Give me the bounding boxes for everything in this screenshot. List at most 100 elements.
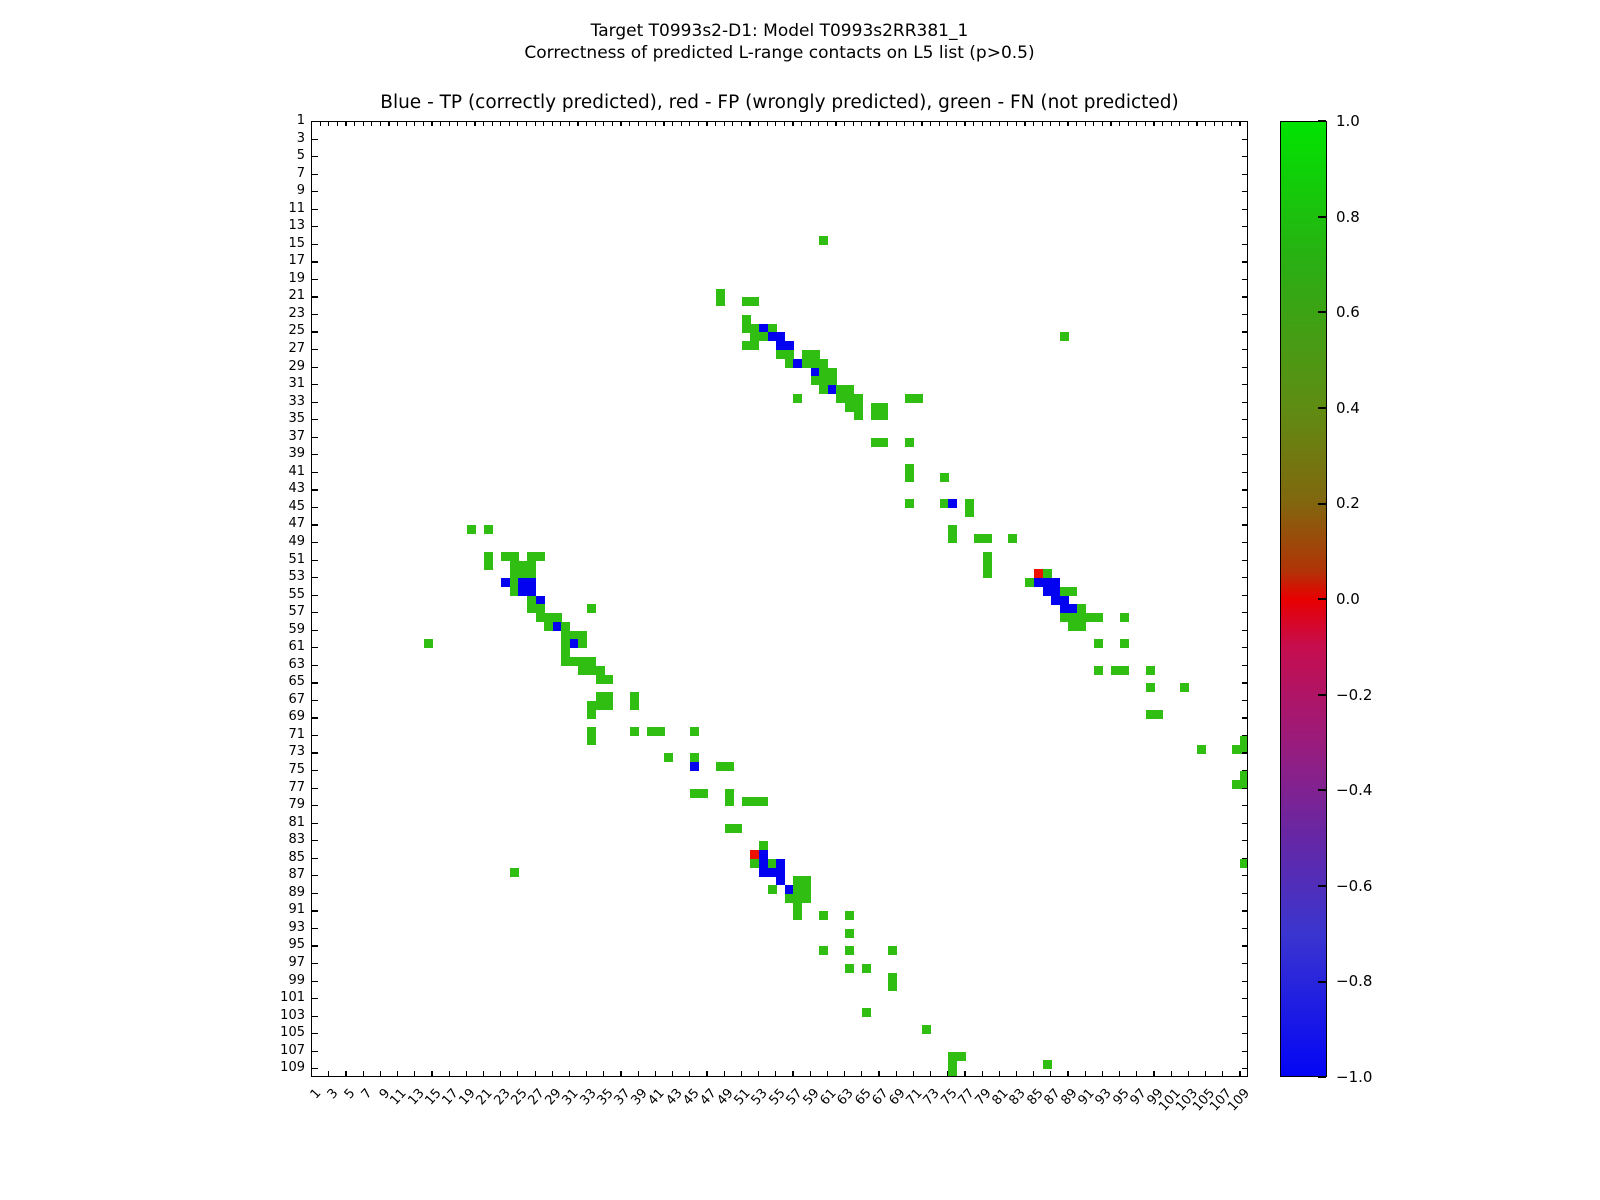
axis-tick [1239, 121, 1241, 126]
contact-cell [948, 534, 957, 543]
axis-tick [311, 612, 318, 614]
axis-tick [482, 121, 485, 126]
axis-tick [929, 1070, 932, 1077]
contact-cell [1240, 771, 1247, 780]
contact-cell [1077, 622, 1086, 631]
axis-tick [474, 121, 476, 126]
y-tick-label: 25 [288, 323, 305, 338]
axis-tick [345, 121, 347, 126]
axis-tick [1241, 962, 1248, 965]
axis-tick [964, 121, 966, 126]
y-tick-label: 101 [280, 990, 305, 1005]
contact-cell [776, 350, 785, 359]
contact-cell [587, 604, 596, 613]
contact-cell [836, 385, 845, 394]
contact-cell [561, 631, 570, 640]
axis-tick [311, 121, 318, 123]
contact-cell [604, 701, 613, 710]
contact-cell [1146, 666, 1155, 675]
y-tick-label: 5 [296, 148, 305, 163]
colorbar-tick-label: 0.4 [1336, 399, 1360, 417]
axis-tick [843, 1070, 846, 1077]
contact-cell [819, 236, 828, 245]
x-tick-label: 3 [324, 1086, 342, 1103]
contact-cell [510, 868, 519, 877]
contact-cell [716, 762, 725, 771]
contact-cell [527, 561, 536, 570]
contact-cell [690, 762, 699, 771]
axis-tick [311, 489, 318, 491]
contact-cell [948, 1069, 957, 1076]
axis-tick [1241, 121, 1248, 123]
axis-tick [311, 945, 318, 947]
contact-cell [793, 359, 802, 368]
axis-tick [543, 121, 545, 126]
axis-tick [311, 822, 318, 824]
y-tick-label: 83 [288, 832, 305, 847]
y-tick-label: 19 [288, 271, 305, 286]
contact-cell [785, 341, 794, 350]
contact-cell [1232, 745, 1241, 754]
contact-cell [725, 762, 734, 771]
axis-tick [311, 734, 318, 737]
contact-cell [501, 552, 510, 561]
y-tick-label: 31 [288, 376, 305, 391]
axis-tick [1241, 892, 1248, 894]
axis-tick [1119, 1070, 1121, 1077]
y-tick-label: 97 [288, 955, 305, 970]
contact-cell [510, 569, 519, 578]
axis-tick [1241, 1068, 1248, 1070]
axis-tick [835, 121, 837, 126]
contact-cell [527, 596, 536, 605]
axis-tick [345, 1070, 347, 1077]
colorbar-tick [1318, 1076, 1326, 1078]
contact-cell [768, 332, 777, 341]
contact-cell [785, 350, 794, 359]
axis-tick [783, 121, 785, 126]
contact-cell [914, 394, 923, 403]
contact-cell [578, 631, 587, 640]
contact-cell [587, 710, 596, 719]
contact-cell [1240, 859, 1247, 868]
contact-cell [527, 569, 536, 578]
contact-cell [544, 622, 553, 631]
axes-title: Blue - TP (correctly predicted), red - F… [380, 92, 1179, 113]
y-tick-label: 109 [280, 1060, 305, 1075]
contact-cell [484, 525, 493, 534]
axis-tick [1093, 121, 1095, 126]
contact-cell [656, 727, 665, 736]
axis-tick [311, 331, 318, 333]
contact-cell [467, 525, 476, 534]
y-tick-label: 33 [288, 394, 305, 409]
axis-tick [1241, 1015, 1248, 1017]
axis-tick [586, 121, 588, 126]
y-tick-label: 3 [296, 131, 305, 146]
contact-cell [716, 297, 725, 306]
axis-tick [1179, 121, 1181, 126]
contact-cell [630, 701, 639, 710]
axis-tick [1050, 121, 1052, 126]
axis-tick [311, 717, 318, 719]
axis-tick [311, 506, 318, 509]
axis-tick [947, 1070, 949, 1077]
axis-tick [998, 1070, 1000, 1077]
axis-tick [311, 208, 318, 210]
axis-tick [1241, 156, 1248, 158]
contact-cell [690, 727, 699, 736]
axis-tick [534, 121, 536, 126]
contact-cell [776, 859, 785, 868]
y-tick-label: 23 [288, 306, 305, 321]
contact-cell [905, 438, 914, 447]
contact-cell [578, 666, 587, 675]
axis-tick [861, 1070, 863, 1077]
contact-cell [604, 675, 613, 684]
y-tick-label: 85 [288, 850, 305, 865]
axis-tick [809, 121, 811, 126]
axis-tick [457, 121, 459, 126]
colorbar-tick [1318, 311, 1326, 313]
axis-tick [706, 1070, 708, 1077]
axis-tick [586, 1070, 588, 1077]
axis-tick [336, 121, 338, 126]
axis-tick [1205, 1070, 1207, 1077]
axis-tick [758, 121, 760, 126]
